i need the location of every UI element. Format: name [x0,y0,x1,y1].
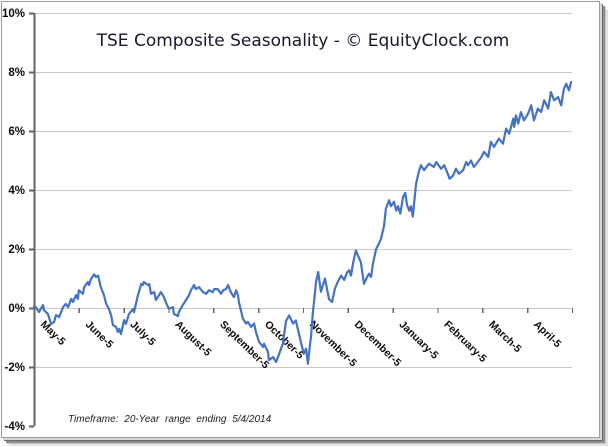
seasonality-line-chart: 10%8%6%4%2%0%-2%-4%May-5 June-5 July-5 Augu… [2,8,574,433]
x-axis-label: March-5 [486,319,523,356]
x-axis-label: January-5 [397,319,441,362]
y-axis-label: 2% [8,244,25,256]
y-axis-label: 0% [8,303,25,315]
x-axis-label: February-5 [441,319,488,365]
x-axis-label: April-5 [531,319,563,351]
y-axis-label: 4% [8,185,25,197]
x-axis-label: August-5 [172,319,213,359]
timeframe-footnote: Timeframe: 20-Year range ending 5/4/2014 [68,414,272,425]
chart-title: TSE Composite Seasonality - © EquityCloc… [96,31,510,51]
y-axis-label: -4% [5,421,25,433]
y-axis-label: -2% [5,362,25,374]
y-axis-label: 6% [8,126,25,138]
x-axis-label: June-5 [83,319,116,351]
x-axis-label: July-5 [128,319,158,349]
chart-image-frame: 10% 8% 6% 4% 2% 0% -2% -4% May-5 June-5 July-5 Augu… [1,1,600,438]
y-axis-label: 8% [8,67,25,79]
x-axis-label: December-5 [352,319,404,370]
x-axis-label: November-5 [307,319,359,370]
y-axis-label: 10% [2,8,25,20]
series-line [32,80,573,365]
